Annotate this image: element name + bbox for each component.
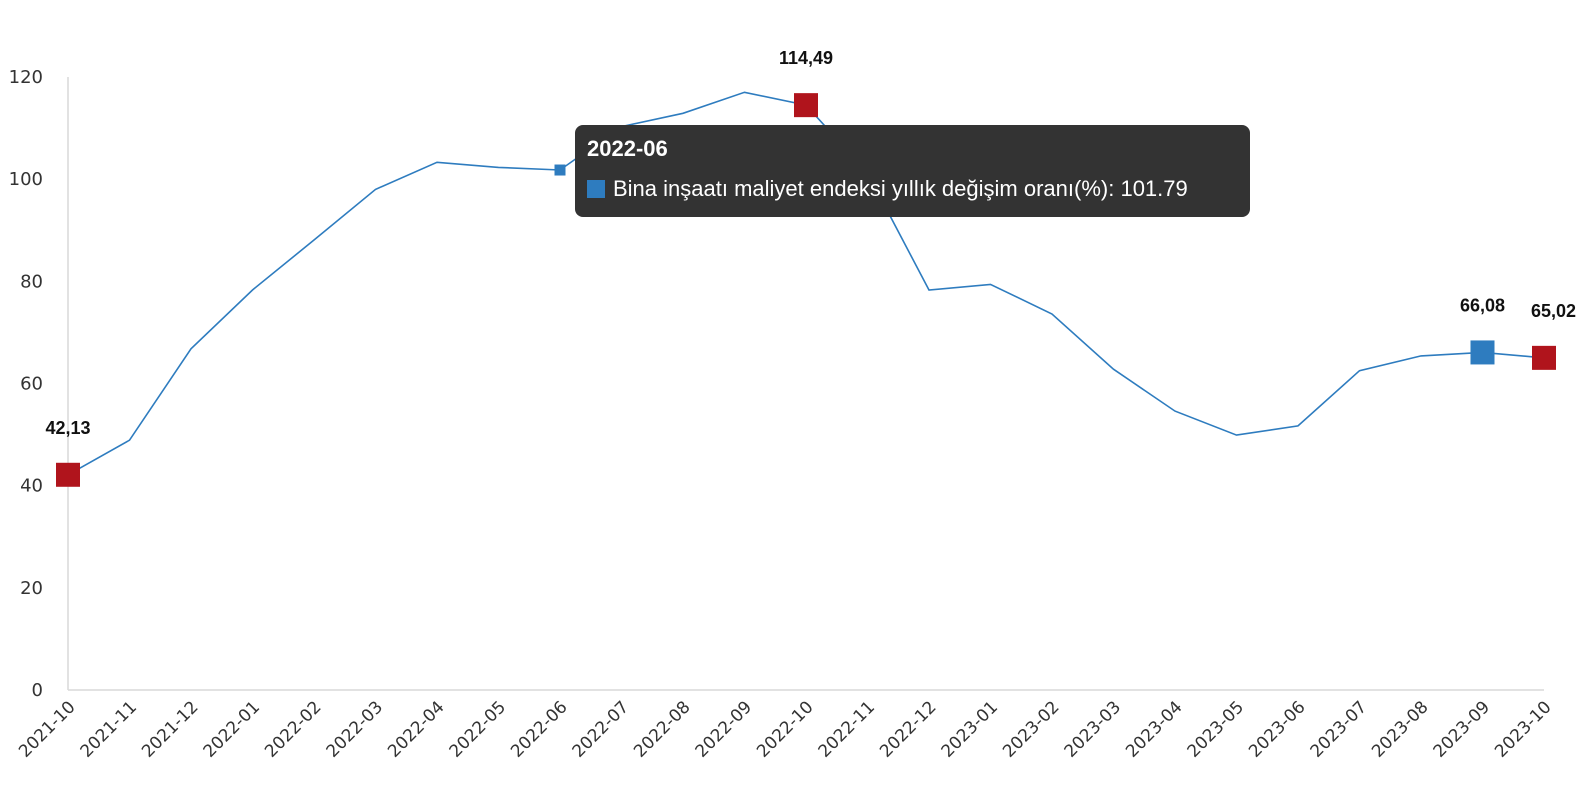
x-tick-label: 2022-11	[815, 697, 879, 761]
data-point	[680, 110, 686, 116]
x-tick-label: 2022-01	[200, 697, 264, 761]
highlight-marker	[1532, 345, 1556, 370]
x-tick-label: 2023-04	[1122, 697, 1186, 761]
data-point	[1295, 423, 1301, 429]
data-label: 114,49	[779, 48, 833, 68]
highlight-marker	[56, 462, 80, 487]
x-tick-label: 2023-01	[938, 697, 1002, 761]
data-point	[988, 281, 994, 287]
tooltip-series-label: Bina inşaatı maliyet endeksi yıllık deği…	[613, 176, 1109, 201]
data-point	[926, 287, 932, 293]
data-point	[311, 237, 317, 243]
tooltip-value: 101.79	[1120, 176, 1188, 201]
data-label: 42,13	[45, 418, 90, 438]
x-tick-label: 2022-09	[692, 697, 756, 761]
data-point	[1172, 408, 1178, 414]
x-tick-label: 2023-09	[1430, 697, 1494, 761]
x-tick-label: 2022-10	[753, 697, 817, 761]
x-tick-label: 2023-10	[1491, 697, 1555, 761]
data-point	[188, 346, 194, 352]
x-axis: 2021-102021-112021-122022-012022-022022-…	[15, 689, 1556, 762]
highlight-marker	[1470, 340, 1495, 365]
x-tick-label: 2021-10	[15, 697, 79, 761]
tooltip-row: Bina inşaatı maliyet endeksi yıllık deği…	[587, 175, 1238, 203]
y-tick-label: 80	[20, 271, 43, 292]
data-label: 65,02	[1531, 301, 1576, 321]
data-point	[250, 287, 256, 293]
y-tick-label: 60	[20, 374, 43, 395]
y-tick-label: 20	[20, 578, 43, 599]
x-tick-label: 2021-11	[77, 697, 141, 761]
tooltip-separator: :	[1108, 176, 1121, 201]
x-tick-label: 2022-02	[261, 697, 325, 761]
tooltip-title: 2022-06	[587, 136, 668, 161]
data-point	[1111, 366, 1117, 372]
y-tick-label: 120	[9, 67, 43, 88]
highlight-marker	[794, 93, 818, 118]
x-tick-label: 2023-02	[999, 697, 1063, 761]
y-tick-label: 40	[20, 476, 43, 497]
x-tick-label: 2023-03	[1061, 697, 1125, 761]
data-point	[373, 186, 379, 192]
data-point	[127, 437, 133, 443]
x-tick-label: 2022-06	[507, 697, 571, 761]
x-tick-label: 2022-04	[384, 697, 448, 761]
data-point	[434, 159, 440, 165]
x-tick-label: 2023-06	[1245, 697, 1309, 761]
x-tick-label: 2022-08	[630, 697, 694, 761]
data-labels-group: 42,13 114,49 66,08 65,02	[45, 48, 1576, 438]
x-tick-label: 2022-07	[569, 697, 633, 761]
hovered-point	[554, 164, 566, 176]
data-point	[496, 164, 502, 170]
x-tick-label: 2023-05	[1184, 697, 1248, 761]
tooltip: 2022-06 Bina inşaatı maliyet endeksi yıl…	[575, 125, 1250, 217]
data-label: 66,08	[1460, 295, 1505, 315]
x-tick-label: 2022-03	[323, 697, 387, 761]
x-tick-label: 2021-12	[138, 697, 202, 761]
data-point	[1049, 311, 1055, 317]
x-tick-label: 2023-08	[1368, 697, 1432, 761]
y-tick-label: 100	[9, 169, 43, 190]
y-tick-label: 0	[32, 680, 43, 701]
data-point	[1418, 353, 1424, 359]
data-point	[1357, 368, 1363, 374]
markers-group	[56, 89, 1556, 487]
y-axis: 0 20 40 60 80 100 120	[9, 67, 69, 701]
x-tick-label: 2022-12	[876, 697, 940, 761]
x-tick-label: 2022-05	[446, 697, 510, 761]
data-point	[742, 89, 748, 95]
tooltip-series-swatch	[587, 180, 605, 198]
x-tick-label: 2023-07	[1307, 697, 1371, 761]
data-point	[1234, 432, 1240, 438]
